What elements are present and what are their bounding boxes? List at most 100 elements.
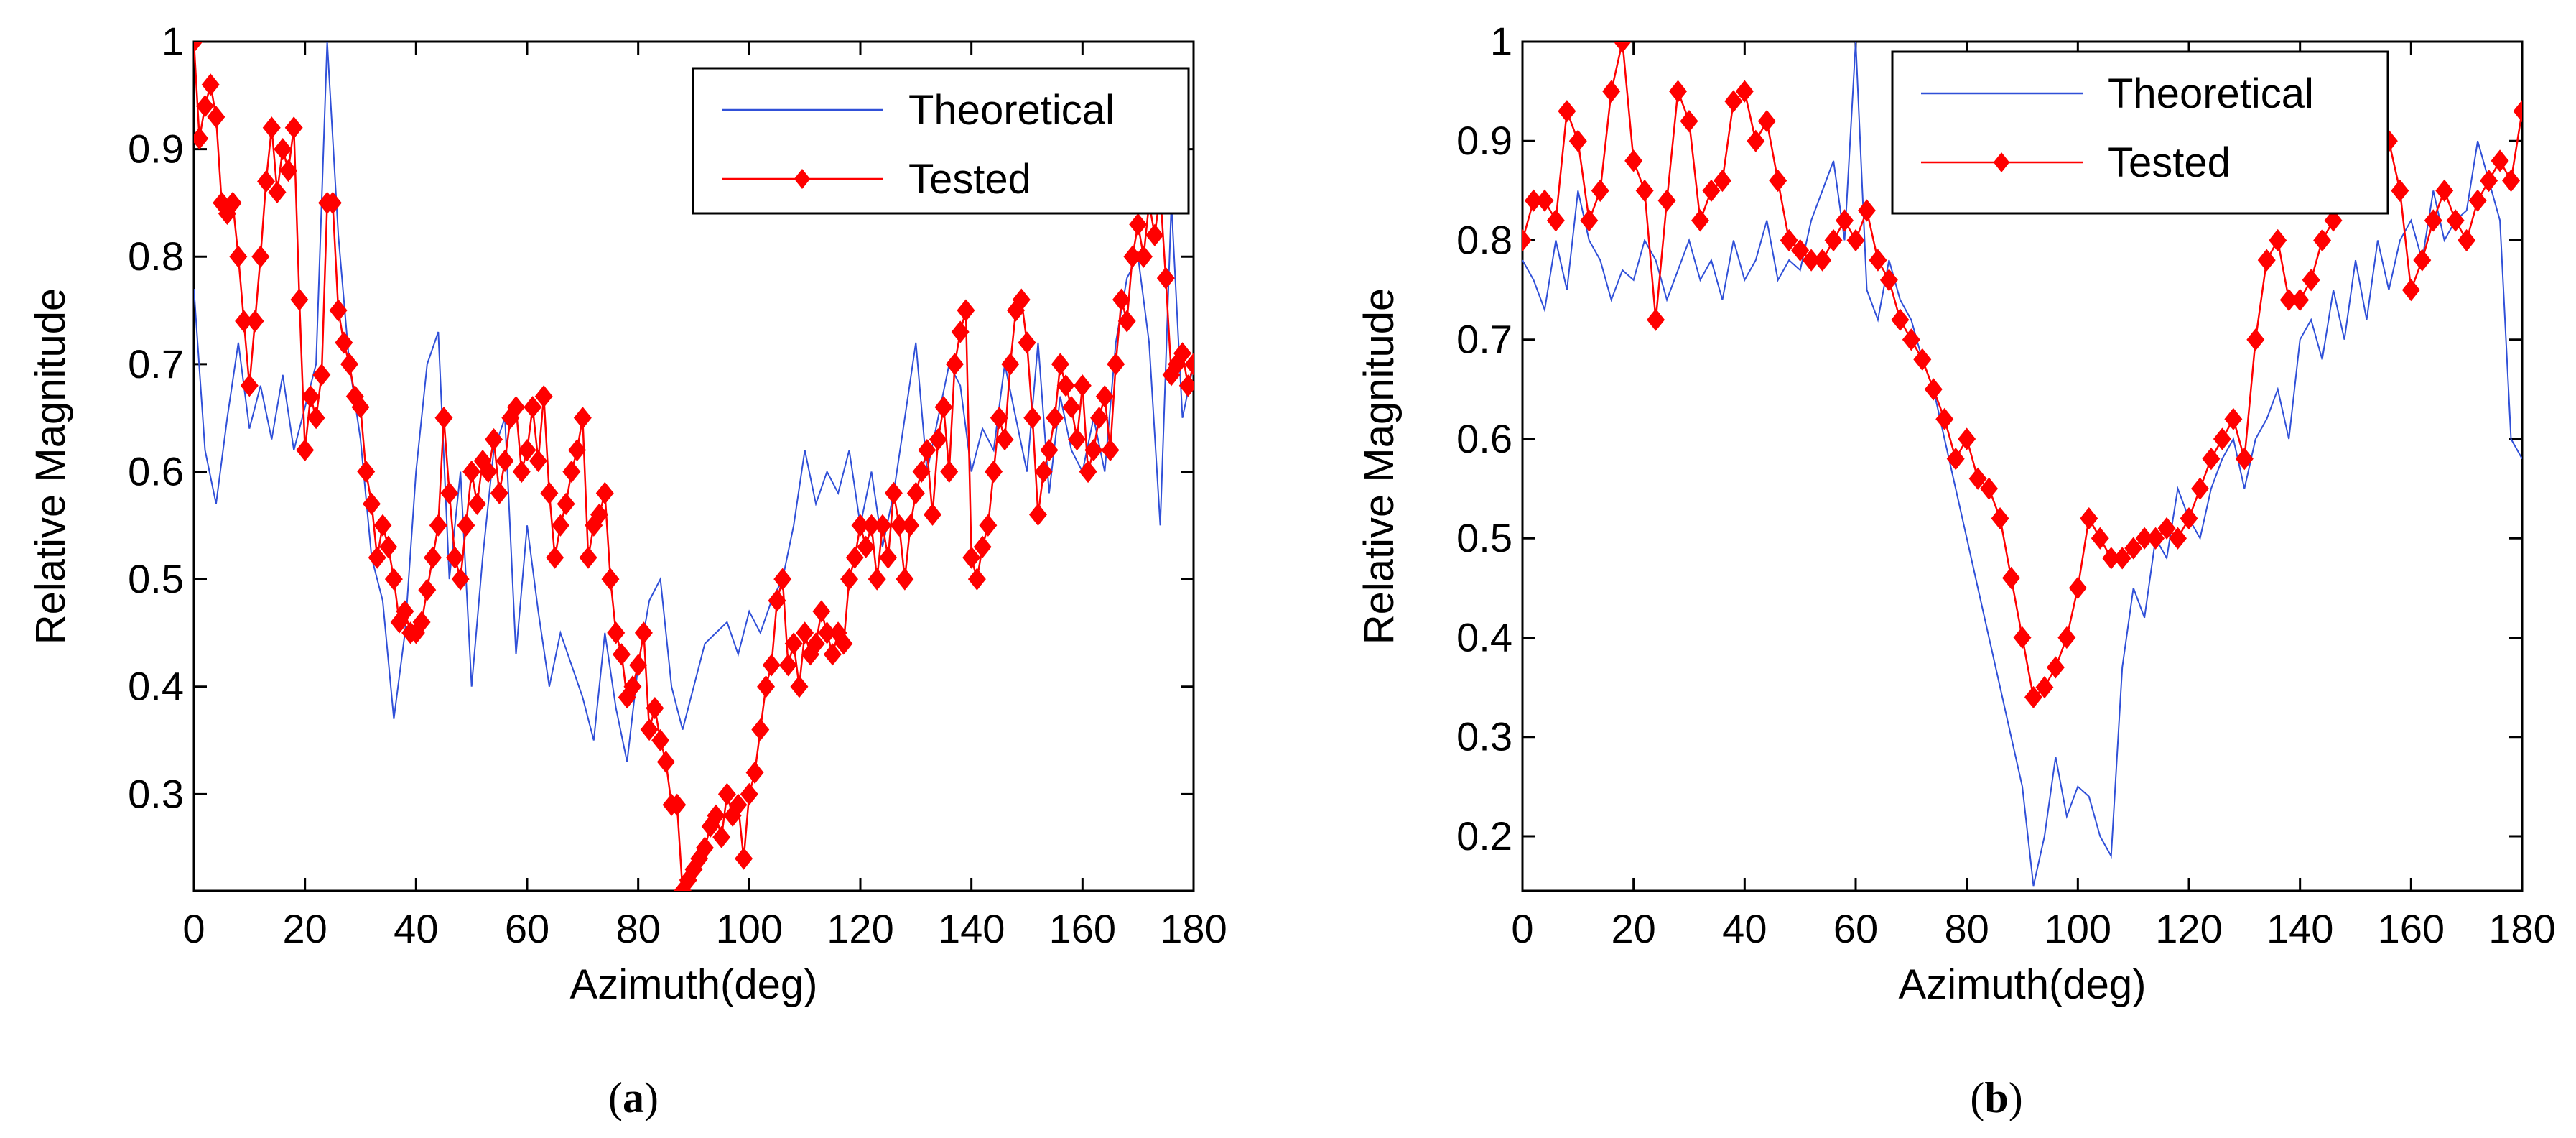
- x-tick-label: 180: [1160, 906, 1227, 951]
- data-point-tested: [2057, 626, 2076, 649]
- data-point-tested: [357, 460, 376, 484]
- data-point-tested: [1012, 288, 1031, 311]
- data-point-tested: [468, 492, 486, 515]
- data-point-tested: [634, 621, 653, 644]
- y-tick-label: 0.6: [128, 448, 184, 494]
- data-point-tested: [1073, 374, 1092, 397]
- data-point-tested: [1184, 353, 1194, 376]
- data-point-tested: [796, 621, 814, 644]
- y-tick-label: 0.4: [1456, 614, 1512, 660]
- data-point-tested: [1129, 213, 1148, 236]
- x-tick-label: 160: [1049, 906, 1116, 951]
- data-point-tested: [1669, 80, 1688, 103]
- data-point-tested: [518, 438, 536, 462]
- data-point-tested: [2002, 566, 2021, 590]
- data-point-tested: [512, 460, 531, 484]
- data-point-tested: [1173, 342, 1192, 365]
- y-tick-label: 0.8: [128, 233, 184, 279]
- data-point-tested: [1724, 90, 1743, 113]
- data-point-tested: [668, 793, 687, 816]
- data-point-tested: [534, 385, 553, 408]
- data-point-tested: [1535, 189, 1554, 212]
- data-point-tested: [884, 481, 903, 505]
- data-point-tested: [1913, 348, 1932, 371]
- y-tick-label: 0.7: [128, 341, 184, 387]
- data-point-tested: [790, 675, 809, 698]
- data-point-tested: [257, 170, 276, 193]
- data-point-tested: [529, 449, 547, 473]
- data-point-tested: [335, 331, 353, 354]
- x-tick-label: 180: [2488, 906, 2555, 951]
- data-point-tested: [757, 675, 776, 698]
- data-point-tested: [1580, 209, 1599, 232]
- data-point-tested: [1001, 353, 1020, 376]
- data-point-tested: [1546, 209, 1565, 232]
- x-tick-label: 20: [283, 906, 327, 951]
- data-point-tested: [1968, 467, 1987, 490]
- data-point-tested: [496, 449, 514, 473]
- data-point-tested: [940, 460, 959, 484]
- y-tick-label: 0.7: [1456, 317, 1512, 362]
- data-point-tested: [2401, 279, 2420, 302]
- legend-marker-tested: [794, 169, 811, 189]
- x-tick-label: 80: [616, 906, 661, 951]
- data-point-tested: [384, 568, 403, 591]
- data-point-tested: [2491, 149, 2509, 172]
- data-point-tested: [590, 503, 609, 526]
- panel-caption: (b): [1970, 1074, 2022, 1121]
- x-tick-label: 140: [938, 906, 1005, 951]
- panel-caption: (a): [608, 1074, 659, 1121]
- legend-marker-tested: [1993, 152, 2010, 172]
- data-point-tested: [2091, 527, 2109, 550]
- data-point-tested: [1145, 223, 1164, 246]
- data-point-tested: [990, 407, 1008, 430]
- data-point-tested: [2269, 228, 2287, 252]
- data-point-tested: [2190, 477, 2209, 500]
- data-point-tested: [1051, 353, 1069, 376]
- data-point-tested: [1522, 228, 1532, 252]
- data-point-tested: [740, 782, 758, 805]
- data-point-tested: [1946, 448, 1965, 471]
- data-point-tested: [1657, 189, 1676, 212]
- panel-caption-letter: b: [1984, 1074, 2008, 1121]
- data-point-tested: [1813, 249, 1832, 272]
- data-point-tested: [912, 460, 931, 484]
- data-point-tested: [1613, 42, 1632, 53]
- data-point-tested: [1902, 328, 1920, 351]
- data-point-tested: [1101, 438, 1120, 462]
- data-point-tested: [2224, 407, 2243, 430]
- data-point-tested: [418, 578, 437, 601]
- data-point-tested: [768, 589, 786, 612]
- data-point-tested: [1879, 269, 1898, 292]
- data-point-tested: [924, 503, 942, 526]
- data-point-tested: [735, 847, 753, 870]
- data-point-tested: [995, 427, 1014, 451]
- data-point-tested: [434, 407, 453, 430]
- data-point-tested: [194, 42, 203, 53]
- data-point-tested: [262, 116, 281, 139]
- data-point-tested: [1769, 169, 1787, 193]
- data-point-tested: [812, 600, 831, 623]
- data-point-tested: [1824, 228, 1843, 252]
- data-point-tested: [524, 396, 542, 419]
- data-point-tested: [1691, 209, 1709, 232]
- data-point-tested: [485, 427, 503, 451]
- data-point-tested: [312, 364, 331, 387]
- data-point-tested: [2324, 209, 2343, 232]
- x-tick-label: 0: [182, 906, 205, 951]
- y-tick-label: 0.8: [1456, 217, 1512, 262]
- data-point-tested: [2513, 100, 2522, 123]
- data-point-tested: [957, 299, 975, 322]
- data-point-tested: [2413, 249, 2432, 272]
- data-point-tested: [646, 697, 664, 720]
- x-tick-label: 160: [2378, 906, 2445, 951]
- data-point-tested: [1095, 385, 1114, 408]
- data-point-tested: [1836, 209, 1854, 232]
- data-point-tested: [2068, 576, 2087, 599]
- data-point-tested: [274, 138, 292, 161]
- data-point-tested: [451, 568, 470, 591]
- y-tick-label: 0.9: [1456, 118, 1512, 163]
- data-point-tested: [462, 460, 481, 484]
- legend: Theoretical Tested: [1891, 50, 2389, 215]
